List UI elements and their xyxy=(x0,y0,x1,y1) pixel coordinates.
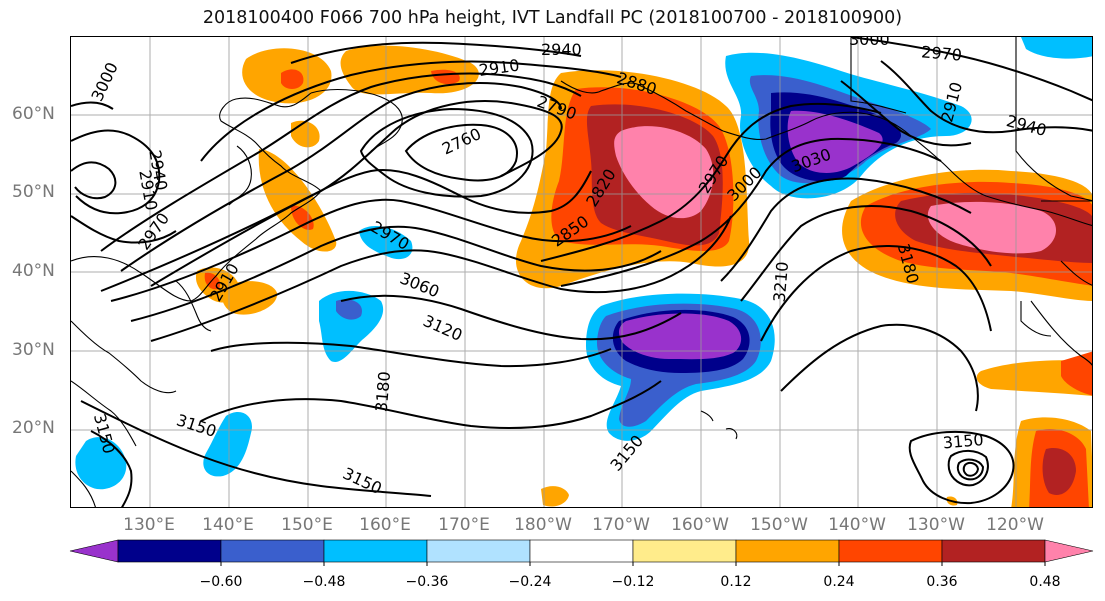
contour-label: 2970 xyxy=(920,42,962,64)
contour-label: 3150 xyxy=(340,464,385,498)
lon-label: 130°W xyxy=(907,515,965,535)
shade-darkred xyxy=(1042,447,1076,495)
contour-label: 3000 xyxy=(849,37,890,49)
colorbar-tick-label: 0.48 xyxy=(1029,574,1060,590)
lon-label: 170°W xyxy=(592,515,650,535)
contour-label: 2760 xyxy=(439,124,484,158)
colorbar-tick-label: 0.12 xyxy=(720,574,751,590)
colorbar-tick-label: 0.24 xyxy=(823,574,854,590)
map-panel[interactable]: 3000 2940 2910 2970 2910 2940 2760 2790 … xyxy=(70,36,1093,508)
colorbar-tick-label: −0.48 xyxy=(303,574,346,590)
contour-label: 2940 xyxy=(541,40,582,59)
colorbar-segment xyxy=(529,539,634,563)
shade-lightblue xyxy=(1021,37,1092,59)
colorbar-tick-label: −0.36 xyxy=(406,574,449,590)
graticule xyxy=(71,37,1092,507)
lat-label: 60°N xyxy=(12,104,55,124)
lon-label: 160°W xyxy=(671,515,729,535)
contour-label: 3150 xyxy=(942,430,984,452)
shade-orange xyxy=(340,45,479,95)
colorbar-tick-label: −0.24 xyxy=(509,574,552,590)
coastlines xyxy=(71,37,1092,507)
contour-label: 3180 xyxy=(372,371,394,413)
colorbar-tick-label: 0.36 xyxy=(926,574,957,590)
colorbar-segment xyxy=(632,539,737,563)
colorbar-segment xyxy=(941,539,1046,563)
shade-purple xyxy=(619,313,742,360)
map-title: 2018100400 F066 700 hPa height, IVT Land… xyxy=(202,8,903,28)
lat-label: 30°N xyxy=(12,340,55,360)
map-canvas: 3000 2940 2910 2970 2910 2940 2760 2790 … xyxy=(71,37,1092,507)
colorbar-tick-label: −0.60 xyxy=(200,574,243,590)
colorbar-segment xyxy=(220,539,325,563)
shade-pink xyxy=(927,201,1056,254)
lon-label: 140°E xyxy=(202,515,254,535)
lon-label: 170°E xyxy=(438,515,490,535)
contour-label: 3120 xyxy=(420,311,465,345)
colorbar-extend-min xyxy=(69,539,119,563)
lon-label: 150°W xyxy=(750,515,808,535)
height-contours xyxy=(71,37,1092,507)
shade-orange xyxy=(221,281,278,315)
shade-orange xyxy=(258,149,337,252)
colorbar-segment xyxy=(735,539,840,563)
lon-label: 160°E xyxy=(359,515,411,535)
shade-lightblue xyxy=(75,437,127,490)
shade-blue xyxy=(336,299,362,320)
colorbar-tick-label: −0.12 xyxy=(612,574,655,590)
lon-label: 180°W xyxy=(514,515,572,535)
contour-label: 3150 xyxy=(606,431,647,474)
contour-label: 3210 xyxy=(770,261,792,303)
lat-label: 40°N xyxy=(12,261,55,281)
shade-red xyxy=(281,69,304,89)
lat-label: 20°N xyxy=(12,418,55,438)
shade-orange xyxy=(1061,351,1092,396)
lon-label: 120°W xyxy=(986,515,1044,535)
colorbar-segment xyxy=(838,539,943,563)
colorbar-extend-max xyxy=(1044,539,1094,563)
colorbar-segment xyxy=(323,539,428,563)
contour-label: 3000 xyxy=(87,59,121,104)
lon-label: 140°W xyxy=(828,515,886,535)
shade-purple xyxy=(787,110,883,173)
colorbar-segment xyxy=(117,539,222,563)
shade-orange xyxy=(291,120,320,148)
lon-label: 130°E xyxy=(123,515,175,535)
contour-label: 2970 xyxy=(134,209,173,253)
lon-label: 150°E xyxy=(281,515,333,535)
shade-pink xyxy=(614,126,714,219)
shade-orange xyxy=(541,486,569,507)
lat-label: 50°N xyxy=(12,182,55,202)
colorbar-segment xyxy=(426,539,531,563)
